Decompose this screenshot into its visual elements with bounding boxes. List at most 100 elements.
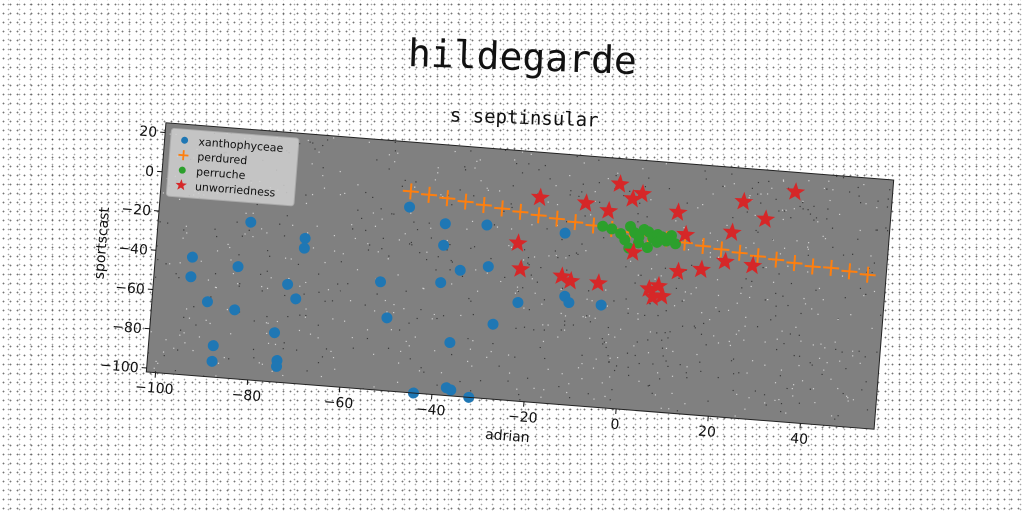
legend-marker-unworriedness — [175, 179, 187, 191]
x-axis-label: adrian — [485, 427, 531, 446]
point-perdured — [804, 258, 821, 275]
chart-title-group: hildegarde — [407, 31, 637, 83]
point-xanthophyceae — [282, 278, 294, 290]
point-unworriedness — [676, 224, 696, 244]
y-tick-label: 0 — [144, 164, 154, 181]
x-tick-label: −20 — [507, 409, 538, 427]
point-xanthophyceae — [232, 261, 244, 273]
plot-noise — [147, 132, 891, 427]
point-perdured — [494, 200, 511, 217]
y-tick-label: −60 — [115, 280, 146, 298]
y-tick-label: −20 — [121, 201, 152, 219]
point-xanthophyceae — [454, 264, 466, 276]
point-xanthophyceae — [595, 299, 607, 311]
point-perdured — [731, 244, 748, 261]
legend-label-unworriedness: unworriedness — [194, 180, 276, 199]
legend-box — [165, 127, 300, 207]
point-unworriedness — [633, 183, 653, 203]
point-unworriedness — [668, 261, 688, 281]
point-unworriedness — [623, 242, 643, 261]
point-unworriedness — [639, 279, 659, 298]
point-unworriedness — [668, 202, 688, 221]
y-tick-label: 20 — [139, 124, 158, 141]
y-tick-label: −100 — [100, 357, 140, 376]
point-perdured — [695, 237, 712, 255]
point-unworriedness — [561, 270, 581, 290]
point-xanthophyceae — [563, 297, 575, 309]
legend-marker-perruche — [178, 166, 186, 174]
point-perdured — [421, 186, 438, 203]
point-xanthophyceae — [482, 261, 494, 273]
legend-marker-perdured — [178, 150, 189, 161]
point-unworriedness — [508, 233, 528, 252]
x-tick-label: −60 — [323, 394, 354, 412]
legend-marker-xanthophyceae — [181, 136, 189, 144]
point-perruche — [619, 234, 631, 246]
point-unworriedness — [786, 182, 806, 201]
point-xanthophyceae — [381, 312, 393, 324]
point-xanthophyceae — [206, 355, 218, 367]
point-unworriedness — [722, 222, 742, 241]
point-unworriedness — [511, 259, 531, 278]
point-xanthophyceae — [559, 227, 571, 239]
point-perdured — [530, 207, 547, 224]
plot-area: −100 −80 −60 −40 −20 0 20 40 200−20−40−60−80−10… — [91, 122, 895, 448]
point-unworriedness — [552, 266, 572, 285]
point-xanthophyceae — [186, 251, 198, 263]
point-unworriedness — [692, 259, 711, 279]
point-unworriedness — [643, 287, 663, 306]
point-perruche — [632, 237, 644, 249]
y-axis: 20 0 −20 −40 −60 −80 −100 — [100, 124, 166, 376]
point-perruche — [641, 242, 653, 254]
point-xanthophyceae — [487, 318, 499, 330]
legend-label-perruche: perruche — [196, 165, 246, 182]
point-perdured — [512, 203, 529, 220]
point-xanthophyceae — [269, 327, 281, 339]
point-unworriedness — [649, 275, 668, 295]
point-perdured — [548, 210, 566, 227]
point-unworriedness — [734, 191, 754, 211]
point-xanthophyceae — [444, 337, 456, 349]
point-xanthophyceae — [512, 296, 524, 308]
x-tick-label: 20 — [697, 423, 716, 440]
point-xanthophyceae — [201, 296, 213, 308]
x-tick-label: −40 — [415, 401, 446, 419]
point-perruche — [606, 223, 618, 235]
y-axis-label: sportscast — [91, 206, 113, 280]
plot-background — [146, 122, 894, 430]
legend-label-perdured: perdured — [197, 150, 248, 167]
point-perdured — [749, 248, 766, 265]
point-unworriedness — [576, 193, 596, 212]
point-perruche — [597, 220, 609, 232]
legend: xanthophyceaeperduredperrucheunworriedne… — [165, 127, 300, 207]
plot-frame — [145, 122, 895, 430]
point-perdured — [786, 254, 803, 272]
point-perdured — [475, 196, 492, 214]
point-xanthophyceae — [481, 219, 493, 231]
point-perdured — [823, 259, 840, 276]
point-xanthophyceae — [298, 242, 310, 254]
point-unworriedness — [599, 200, 619, 220]
point-unworriedness — [610, 174, 630, 193]
point-xanthophyceae — [271, 360, 283, 372]
point-unworriedness — [588, 273, 608, 292]
point-xanthophyceae — [439, 218, 451, 230]
x-tick-label: 40 — [790, 431, 809, 448]
point-xanthophyceae — [185, 271, 197, 283]
point-xanthophyceae — [435, 277, 447, 289]
point-perdured — [402, 183, 419, 200]
point-perruche — [669, 238, 681, 250]
point-xanthophyceae — [375, 276, 387, 288]
series-unworriedness — [508, 174, 806, 306]
x-tick-label: 0 — [610, 417, 620, 434]
point-xanthophyceae — [290, 293, 302, 305]
point-xanthophyceae — [438, 239, 450, 251]
point-perdured — [768, 251, 785, 268]
point-unworriedness — [715, 251, 735, 271]
chart-subtitle-group: s septinsular — [450, 104, 599, 131]
point-unworriedness — [743, 255, 763, 275]
point-unworriedness — [623, 189, 643, 208]
series-perruche — [597, 220, 681, 254]
point-unworriedness — [530, 187, 550, 207]
